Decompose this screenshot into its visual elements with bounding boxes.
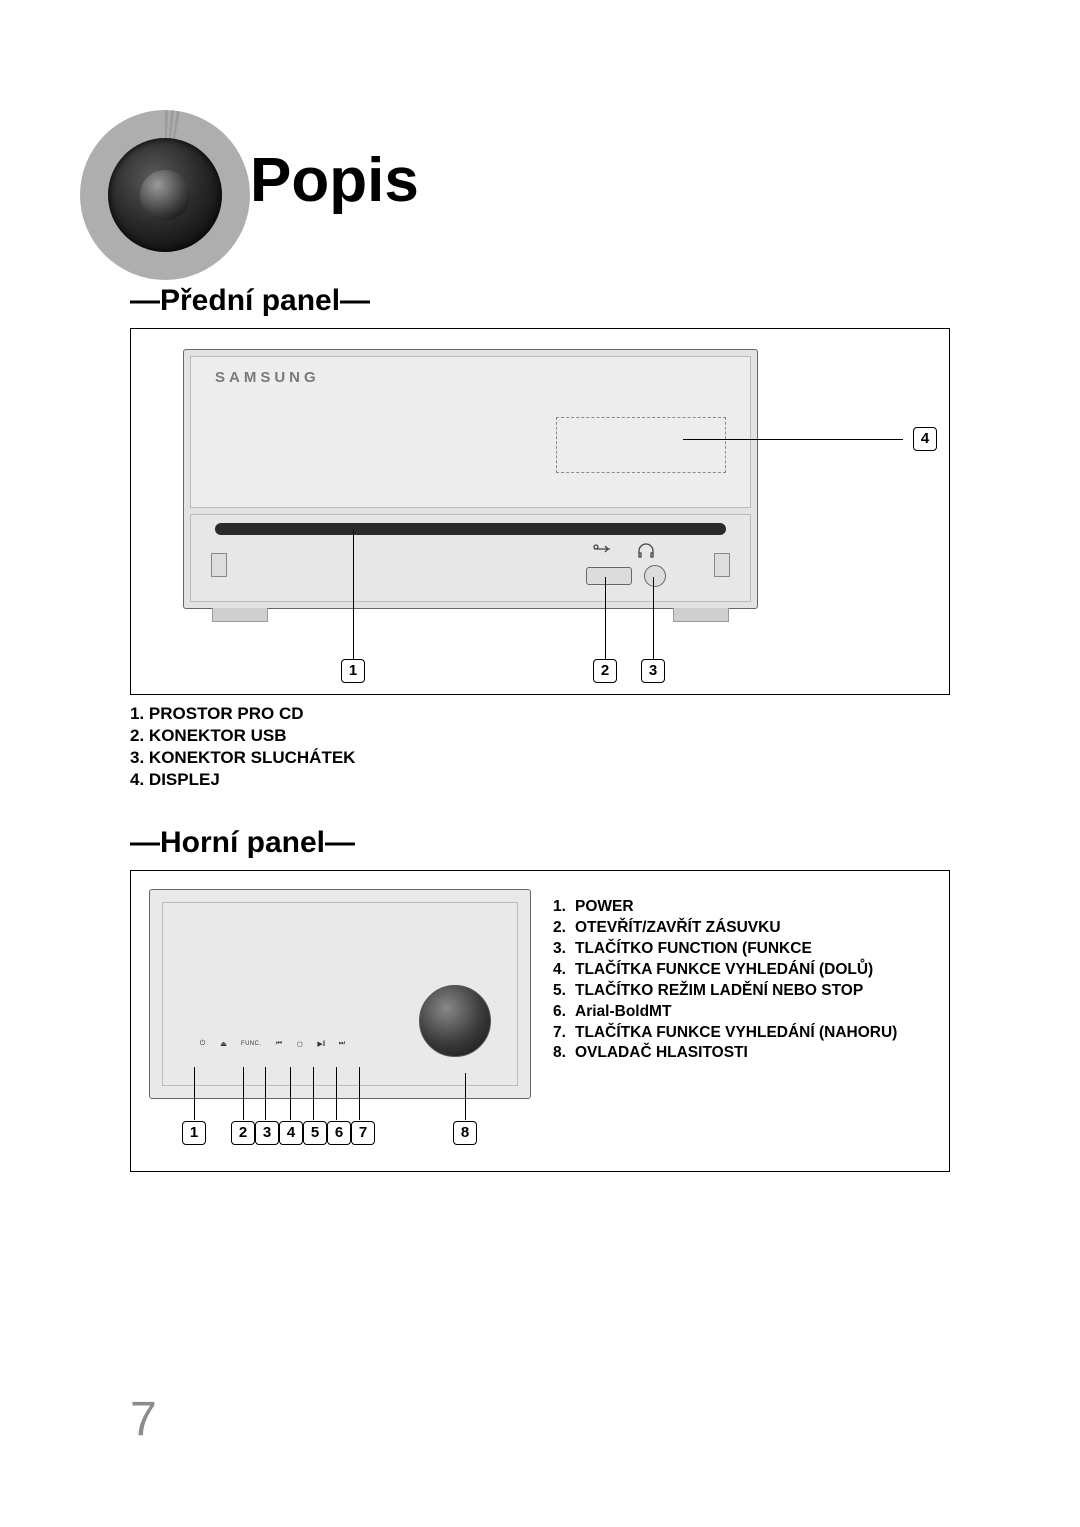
- cd-slot: [215, 523, 726, 535]
- page-title: Popis: [250, 145, 419, 216]
- callout-2: 2: [593, 659, 617, 683]
- usb-icon: [592, 541, 614, 562]
- tp-callout-8: 8: [453, 1121, 477, 1145]
- display-area: [556, 417, 726, 473]
- top-panel-section: —Horní panel— ⏻ ⏏ FUNC. ⏮ ◻ ▶‖ ⏭: [130, 822, 950, 1172]
- callout-4: 4: [913, 427, 937, 451]
- top-panel-legend: 1.POWER 2.OTEVŘÍT/ZAVŘÍT ZÁSUVKU 3.TLAČÍ…: [553, 897, 933, 1064]
- callout-3: 3: [641, 659, 665, 683]
- power-icon: ⏻: [199, 1040, 206, 1047]
- brand-label: SAMSUNG: [215, 369, 320, 386]
- front-panel-legend: 1. PROSTOR PRO CD 2. KONEKTOR USB 3. KON…: [130, 703, 950, 791]
- prev-icon: ⏮: [275, 1040, 282, 1047]
- top-panel-diagram: ⏻ ⏏ FUNC. ⏮ ◻ ▶‖ ⏭: [130, 870, 950, 1172]
- front-panel-section: —Přední panel— SAMSUNG: [130, 280, 950, 791]
- device-front: SAMSUNG: [183, 349, 758, 609]
- tp-callout-4: 4: [279, 1121, 303, 1145]
- page-number: 7: [130, 1392, 157, 1447]
- tp-callout-1: 1: [182, 1121, 206, 1145]
- next-icon: ⏭: [338, 1040, 345, 1047]
- headphone-jack: [644, 565, 666, 587]
- tp-callout-7: 7: [351, 1121, 375, 1145]
- top-button-row: ⏻ ⏏ FUNC. ⏮ ◻ ▶‖ ⏭: [199, 1040, 345, 1047]
- volume-knob: [419, 985, 491, 1057]
- tp-callout-3: 3: [255, 1121, 279, 1145]
- usb-port: [586, 567, 632, 585]
- tp-callout-6: 6: [327, 1121, 351, 1145]
- eject-icon: ⏏: [220, 1040, 227, 1047]
- tp-callout-2: 2: [231, 1121, 255, 1145]
- front-panel-heading: —Přední panel—: [130, 284, 950, 318]
- func-label: FUNC.: [241, 1041, 261, 1047]
- play-icon: ▶‖: [317, 1040, 324, 1047]
- top-panel-heading: —Horní panel—: [130, 826, 950, 860]
- headphones-icon: [636, 541, 656, 564]
- stop-icon: ◻: [296, 1040, 303, 1047]
- speaker-graphic: [80, 110, 250, 280]
- manual-page: Popis —Přední panel— SAMSUNG: [0, 0, 1080, 1527]
- front-panel-diagram: SAMSUNG: [130, 328, 950, 695]
- tp-callout-5: 5: [303, 1121, 327, 1145]
- callout-1: 1: [341, 659, 365, 683]
- device-top: ⏻ ⏏ FUNC. ⏮ ◻ ▶‖ ⏭: [149, 889, 531, 1099]
- page-header: Popis: [80, 110, 580, 290]
